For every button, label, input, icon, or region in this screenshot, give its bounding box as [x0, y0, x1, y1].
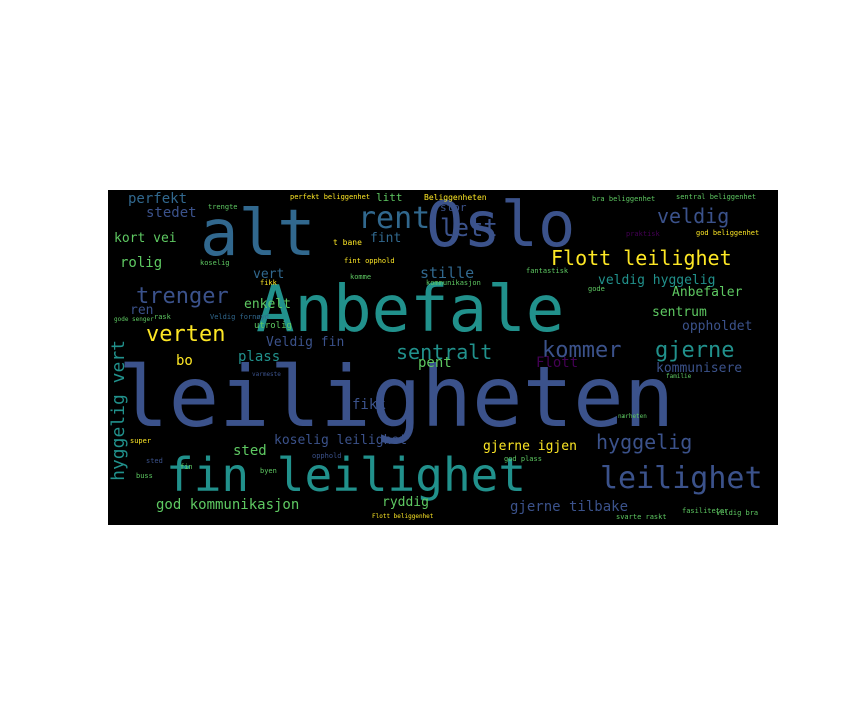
- word-cloud-word: Anbefaler: [672, 285, 743, 300]
- word-cloud-word: varmeste: [252, 371, 281, 378]
- word-cloud-word: praktisk: [626, 230, 660, 238]
- word-cloud-word: Oslo: [426, 190, 576, 261]
- word-cloud-word: alt: [200, 197, 316, 271]
- word-cloud-word: kommunikasjon: [426, 279, 481, 287]
- word-cloud-word: koselig: [200, 259, 230, 267]
- word-cloud-word: nærheten: [618, 413, 647, 420]
- word-cloud-word: koselig leilighet: [274, 433, 408, 448]
- word-cloud-word: litt: [376, 191, 403, 204]
- word-cloud-word: gjerne tilbake: [510, 499, 629, 515]
- word-cloud-word: rolig: [120, 255, 163, 271]
- word-cloud-word: Flott beliggenhet: [372, 513, 434, 520]
- word-cloud-word: leilighet: [600, 461, 763, 496]
- word-cloud-word: veldig: [657, 204, 730, 228]
- word-cloud-word: fin: [180, 463, 193, 471]
- word-cloud-word: Flott leilighet: [551, 246, 732, 270]
- word-cloud-word: kommer: [542, 338, 622, 363]
- word-cloud-word: trenger: [136, 284, 229, 309]
- word-cloud-word: hyggelig vert: [108, 340, 129, 481]
- word-cloud-word: god plass: [504, 455, 542, 463]
- word-cloud-word: fantastisk: [526, 267, 569, 275]
- word-cloud-word: fin leilighet: [166, 448, 527, 502]
- word-cloud-word: perfekt beliggenhet: [290, 193, 371, 201]
- word-cloud-word: sentralt: [396, 340, 493, 364]
- word-cloud-word: opphold: [312, 452, 342, 460]
- word-cloud-word: kommunisere: [656, 361, 743, 376]
- word-cloud-word: vert: [253, 267, 285, 282]
- word-cloud-word: fikk: [352, 397, 386, 413]
- word-cloud-word: fikk: [260, 279, 277, 287]
- word-cloud-word: god beliggenhet: [696, 229, 760, 237]
- word-cloud-word: trengte: [208, 203, 238, 211]
- word-cloud-word: gode senger: [114, 316, 154, 323]
- word-cloud-word: hyggelig: [596, 430, 693, 454]
- word-cloud-word: komme: [350, 273, 372, 281]
- word-cloud-word: gode: [588, 285, 605, 293]
- word-cloud-word: byen: [260, 467, 277, 475]
- word-cloud-word: Beliggenheten: [424, 193, 487, 202]
- word-cloud-word: svarte raskt: [616, 513, 667, 521]
- word-cloud-word: fint: [370, 231, 402, 246]
- word-cloud-word: bra beliggenhet: [592, 195, 656, 203]
- word-cloud: leiligheten Anbefale alt Oslo fin leilighet l…: [108, 190, 778, 525]
- word-cloud-word: rent: [358, 201, 431, 236]
- word-cloud-word: kort vei: [114, 231, 177, 246]
- word-cloud-word: familie: [666, 373, 692, 380]
- word-cloud-word: oppholdet: [682, 319, 753, 334]
- word-cloud-word: bo: [176, 353, 193, 369]
- word-cloud-word: leiligheten: [118, 348, 675, 446]
- word-cloud-word: plass: [238, 349, 281, 365]
- word-cloud-word: buss: [136, 472, 153, 480]
- word-cloud-word: ryddig: [382, 495, 429, 510]
- word-cloud-word: god kommunikasjon: [156, 497, 300, 513]
- word-cloud-word: verten: [146, 322, 226, 347]
- word-cloud-word: perfekt: [128, 191, 188, 207]
- word-cloud-word: t bane: [333, 238, 362, 247]
- word-cloud-word: sentral beliggenhet: [676, 193, 757, 201]
- word-cloud-word: Veldig fornøyd: [210, 313, 270, 321]
- word-cloud-word: gjerne igjen: [483, 439, 577, 454]
- word-cloud-word: lett: [440, 214, 498, 242]
- word-cloud-word: super: [130, 437, 152, 445]
- word-cloud-word: Veldig fin: [266, 335, 345, 350]
- word-cloud-word: ren: [130, 303, 154, 318]
- word-cloud-word: enkelt: [244, 297, 291, 312]
- word-cloud-word: rask: [154, 313, 171, 321]
- word-cloud-word: pent: [418, 355, 452, 371]
- word-cloud-word: gjerne: [655, 338, 735, 363]
- word-cloud-word: utrolig: [254, 321, 292, 331]
- word-cloud-word: sted: [146, 457, 163, 465]
- word-cloud-word: fasiliteter: [682, 507, 729, 515]
- word-cloud-word: stor: [440, 201, 467, 214]
- word-cloud-word: Flott: [536, 355, 579, 371]
- word-cloud-word: sentrum: [652, 305, 707, 320]
- word-cloud-word: fint opphold: [344, 257, 395, 265]
- word-cloud-word: stille: [420, 264, 475, 282]
- word-cloud-word: veldig hyggelig: [598, 273, 716, 288]
- word-cloud-word: veldig bra: [716, 509, 759, 517]
- word-cloud-word: Anbefale: [256, 273, 565, 347]
- word-cloud-word: sted: [233, 443, 267, 459]
- word-cloud-word: stedet: [146, 205, 197, 221]
